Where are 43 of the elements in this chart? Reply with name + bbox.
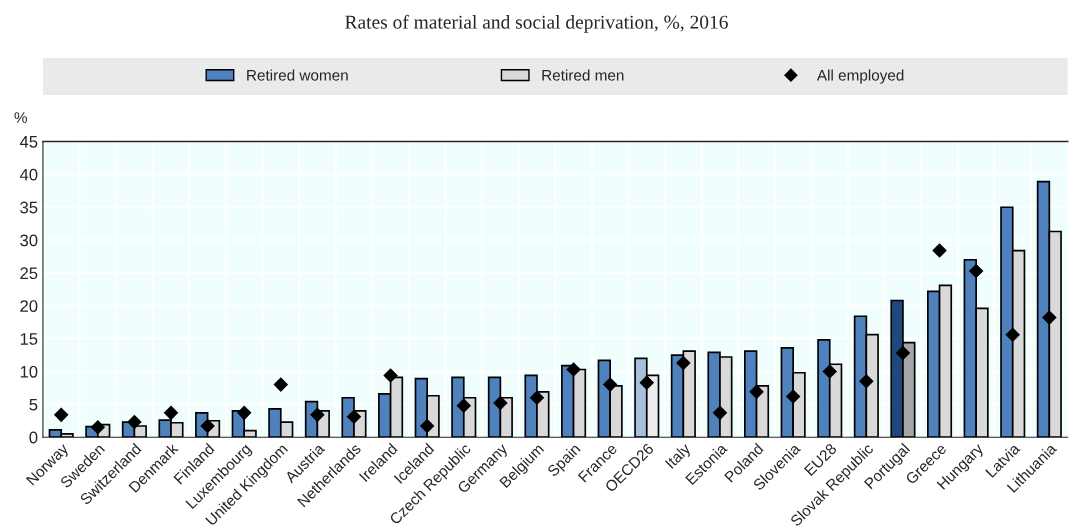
point bbox=[456, 398, 472, 413]
point bbox=[822, 364, 838, 379]
point bbox=[1005, 327, 1021, 342]
point bbox=[127, 414, 142, 430]
point bbox=[529, 390, 545, 406]
point bbox=[383, 368, 398, 383]
point bbox=[639, 375, 655, 390]
point bbox=[859, 374, 874, 389]
y-tick-label: 30 bbox=[20, 234, 38, 247]
y-tick-label: 20 bbox=[20, 300, 38, 312]
point bbox=[676, 355, 691, 371]
point bbox=[200, 418, 215, 434]
point bbox=[163, 405, 179, 421]
point bbox=[602, 377, 618, 392]
y-tick-label: 35 bbox=[20, 201, 38, 214]
y-tick-label: 15 bbox=[20, 333, 38, 345]
point bbox=[566, 362, 581, 377]
point bbox=[346, 409, 362, 425]
point bbox=[968, 263, 984, 279]
point bbox=[932, 243, 947, 258]
point bbox=[895, 345, 911, 361]
legend-label: Retired men bbox=[542, 69, 624, 81]
point bbox=[273, 377, 289, 392]
point bbox=[1042, 310, 1057, 325]
y-tick-label: 5 bbox=[29, 398, 38, 411]
legend-label: All employed bbox=[816, 69, 904, 84]
point bbox=[90, 420, 106, 435]
point bbox=[53, 407, 69, 423]
y-tick-label: 40 bbox=[19, 168, 38, 181]
point bbox=[310, 407, 325, 423]
y-tick-label: 25 bbox=[20, 267, 38, 280]
y-tick-label: 45 bbox=[19, 136, 38, 148]
chart-title: Rates of material and social deprivation, %, 2016 bbox=[345, 14, 728, 33]
point bbox=[236, 405, 252, 421]
y-axis-title: % bbox=[14, 112, 27, 123]
point bbox=[785, 389, 801, 404]
point bbox=[493, 395, 508, 411]
y-tick-label: 10 bbox=[20, 365, 38, 378]
point bbox=[712, 405, 728, 421]
legend-label: Retired women bbox=[247, 69, 348, 81]
point bbox=[419, 418, 435, 434]
y-tick-label: 0 bbox=[29, 431, 38, 444]
point bbox=[749, 384, 764, 400]
